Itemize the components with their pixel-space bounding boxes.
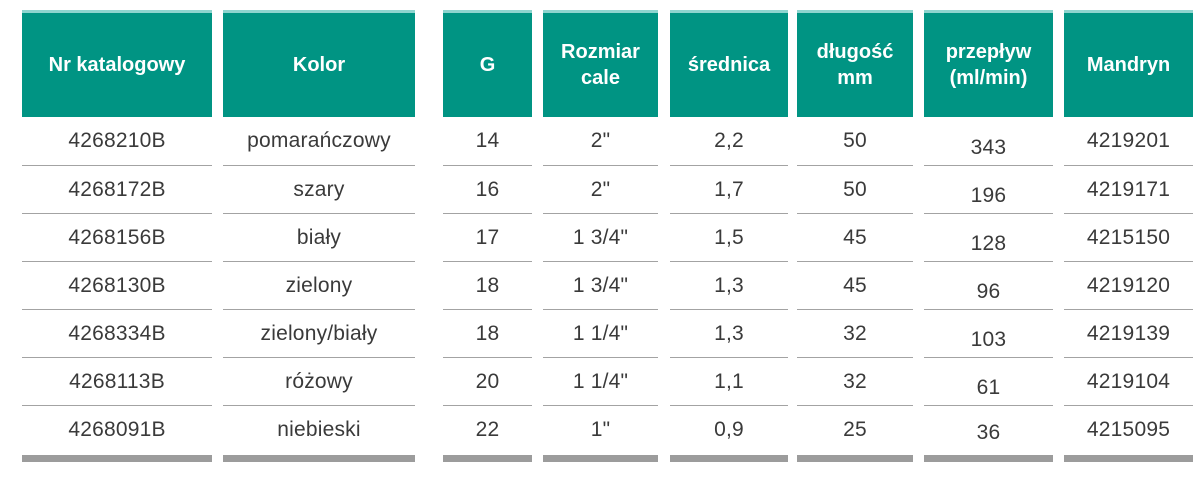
table-cell: 1,1	[670, 357, 788, 405]
table-row: 4268334B zielony/biały 18 1 1/4" 1,3 32 103 421…	[22, 309, 1193, 357]
header-g: G	[443, 10, 532, 117]
table-cell: 128	[924, 213, 1053, 261]
table-cell: 1 1/4"	[543, 357, 658, 405]
header-mandryn: Mandryn	[1064, 10, 1193, 117]
table-cell: 4219201	[1086, 129, 1171, 152]
table-cell: 2"	[543, 165, 658, 213]
header-przeplyw: przepływ (ml/min)	[924, 10, 1053, 117]
table-cell: 103	[924, 309, 1053, 357]
table-cell: 16	[443, 165, 532, 213]
table-cell: 50	[843, 129, 867, 152]
table-cell: 196	[924, 165, 1053, 213]
table-cell: 1,5	[670, 213, 788, 261]
table-row: 4268091B niebieski 22 1" 0,9 25 36 4215095	[22, 405, 1193, 453]
table-cell: 25	[797, 405, 913, 453]
table-cell: 4215095	[1064, 405, 1193, 453]
footer-bar-segment	[924, 455, 1053, 462]
table-cell: 45	[797, 261, 913, 309]
footer-bar-segment	[22, 455, 212, 462]
table-cell: 36	[924, 405, 1053, 453]
table-cell: 4268156B	[22, 213, 212, 261]
table-cell: 1 1/4"	[543, 309, 658, 357]
table-cell: 1"	[543, 405, 658, 453]
table-cell: 4268113B	[22, 357, 212, 405]
footer-bar-segment	[797, 455, 913, 462]
table-cell: 17	[443, 213, 532, 261]
table-cell: 32	[797, 309, 913, 357]
table-cell: 4268172B	[22, 165, 212, 213]
product-spec-table: Nr katalogowy Kolor G Rozmiar cale średn…	[22, 10, 1193, 462]
table-cell: 45	[797, 213, 913, 261]
table-cell: 50	[797, 165, 913, 213]
header-rozmiar-cale: Rozmiar cale	[543, 10, 658, 117]
table-cell: 18	[443, 309, 532, 357]
table-cell: biały	[223, 213, 415, 261]
footer-bar-segment	[223, 455, 415, 462]
table-cell: różowy	[223, 357, 415, 405]
table-cell: pomarańczowy	[247, 129, 391, 152]
table-cell: 4219120	[1064, 261, 1193, 309]
table-cell: 1,3	[670, 261, 788, 309]
table-row: 4268156B biały 17 1 3/4" 1,5 45 128 4215150	[22, 213, 1193, 261]
table-row: 4268210B pomarańczowy 14 2" 2,2 50 343 4219201	[22, 117, 1193, 165]
table-cell: 32	[797, 357, 913, 405]
table-cell: 1,7	[670, 165, 788, 213]
table-cell: 96	[924, 261, 1053, 309]
table-cell: zielony	[223, 261, 415, 309]
table-cell: 4215150	[1064, 213, 1193, 261]
table-cell: 14	[475, 129, 500, 152]
table-row: 4268172B szary 16 2" 1,7 50 196 4219171	[22, 165, 1193, 213]
table-cell: 343	[970, 135, 1007, 159]
table-cell: 20	[443, 357, 532, 405]
table-cell: 1,3	[670, 309, 788, 357]
header-srednica: średnica	[670, 10, 788, 117]
footer-bar-segment	[670, 455, 788, 462]
table-cell: 4219104	[1064, 357, 1193, 405]
table-cell: 1 3/4"	[543, 213, 658, 261]
table-cell: 0,9	[670, 405, 788, 453]
table-header-row: Nr katalogowy Kolor G Rozmiar cale średn…	[22, 10, 1193, 117]
table-cell: 4268334B	[22, 309, 212, 357]
table-row: 4268113B różowy 20 1 1/4" 1,1 32 61 4219104	[22, 357, 1193, 405]
table-cell: 4268130B	[22, 261, 212, 309]
table-cell: 2,2	[714, 129, 744, 152]
table-cell: 4268210B	[68, 129, 166, 152]
table-cell: 18	[443, 261, 532, 309]
table-cell: 2"	[590, 129, 611, 152]
footer-bar-segment	[1064, 455, 1193, 462]
table-cell: 4219139	[1064, 309, 1193, 357]
header-nr-katalogowy: Nr katalogowy	[22, 10, 212, 117]
table-cell: niebieski	[223, 405, 415, 453]
table-cell: 61	[924, 357, 1053, 405]
table-cell: szary	[223, 165, 415, 213]
table-cell: zielony/biały	[223, 309, 415, 357]
table-cell: 22	[443, 405, 532, 453]
footer-bar-segment	[543, 455, 658, 462]
table-row: 4268130B zielony 18 1 3/4" 1,3 45 96 4219120	[22, 261, 1193, 309]
table-cell: 4268091B	[22, 405, 212, 453]
table-body: 4268210B pomarańczowy 14 2" 2,2 50 343 4219201 4…	[22, 117, 1193, 453]
table-cell: 4219171	[1064, 165, 1193, 213]
table-cell: 1 3/4"	[543, 261, 658, 309]
header-kolor: Kolor	[223, 10, 415, 117]
table-footer-bar	[22, 455, 1193, 462]
header-dlugosc-mm: długość mm	[797, 10, 913, 117]
footer-bar-segment	[443, 455, 532, 462]
